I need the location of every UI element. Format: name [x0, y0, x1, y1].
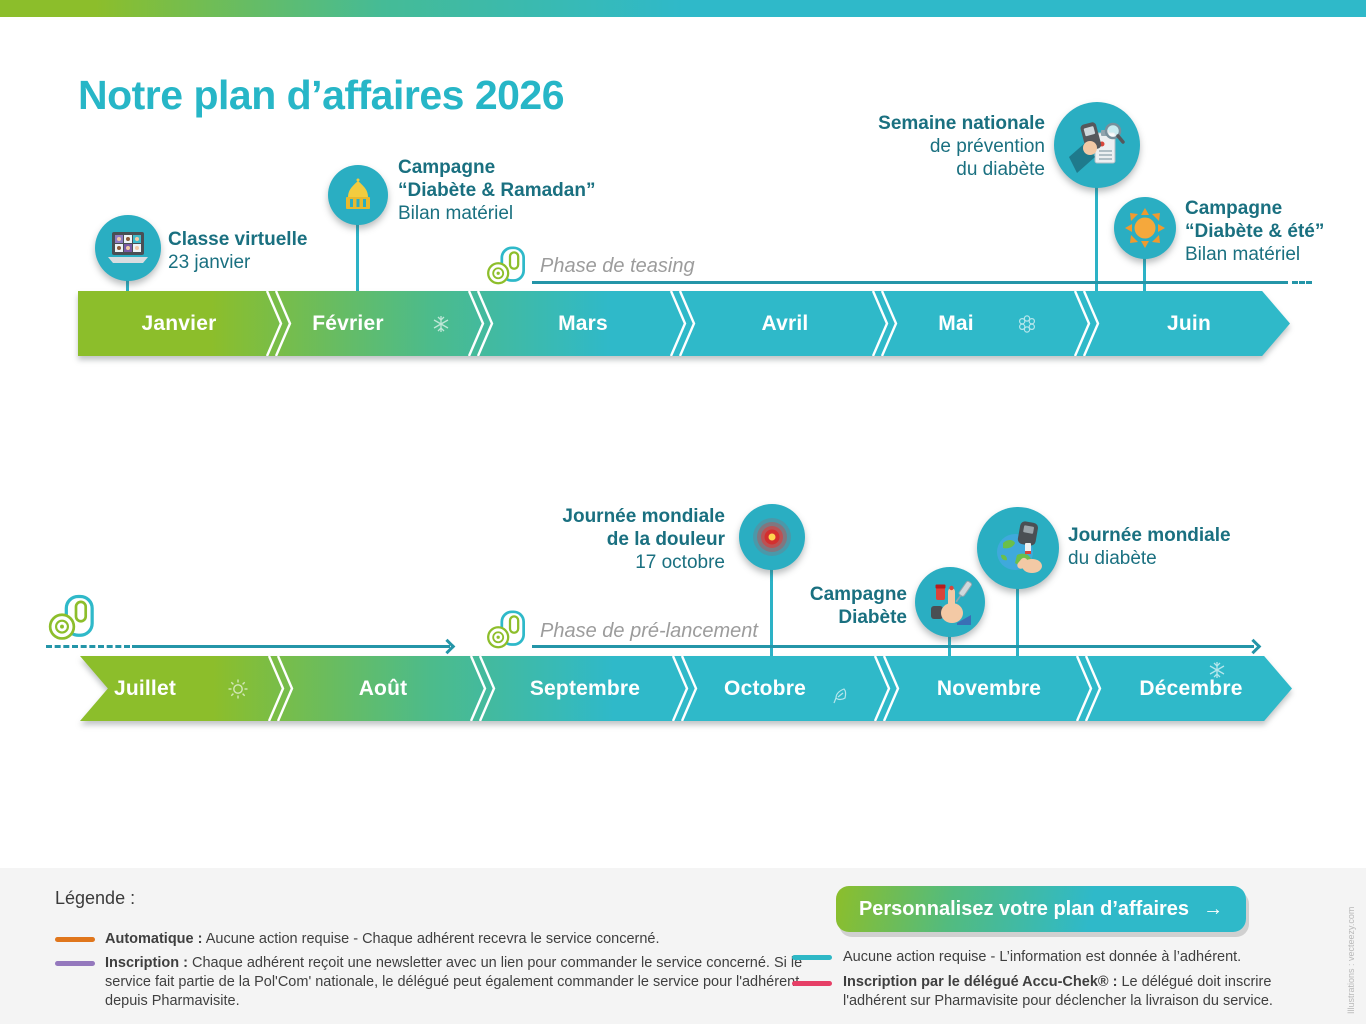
globe-glucose-meter-icon — [997, 521, 1042, 573]
douleur-label: Journée mondiale de la douleur 17 octobr… — [562, 506, 725, 573]
classe-virtuelle-label: Classe virtuelle 23 janvier — [168, 229, 308, 273]
douleur-bubble — [739, 504, 805, 570]
snowflake-icon — [1208, 661, 1226, 685]
chevron-separator — [469, 656, 496, 721]
jmd-bubble — [977, 507, 1059, 589]
mosque-icon — [346, 178, 370, 209]
legend-swatch-automatique — [55, 937, 95, 942]
month-juin: Juin — [1167, 311, 1211, 335]
chevron-separator — [1075, 656, 1102, 721]
prelaunch-arrow-dashed — [46, 645, 130, 648]
timeline-row1-bar: Janvier Février Mars Avril Mai Juin — [78, 291, 1290, 356]
legend-item-automatique: Automatique : Aucune action requise - Ch… — [105, 931, 660, 947]
legend-item-info: Aucune action requise - L’information es… — [843, 949, 1242, 965]
timeline-row2-bar: Juillet Août Septembre Octobre Novembre … — [80, 656, 1292, 721]
month-fevrier: Février — [280, 291, 482, 356]
illustration-credit: Illustrations : vecteezy.com — [1346, 906, 1356, 1014]
ete-bubble — [1114, 197, 1176, 259]
ramadan-bubble — [328, 165, 388, 225]
snowflake-icon — [432, 315, 450, 333]
stem-ramadan — [356, 200, 359, 292]
classe-virtuelle-bubble — [95, 215, 161, 281]
sun-icon — [1125, 208, 1165, 248]
chevron-separator — [671, 656, 698, 721]
prelaunch-arrow-line1 — [132, 645, 450, 648]
header-gradient-bar — [0, 0, 1366, 17]
arrowhead — [439, 638, 456, 655]
month-decembre: Décembre — [1090, 656, 1292, 721]
stem-jmd — [1016, 560, 1019, 656]
personalize-plan-button[interactable]: Personnalisez votre plan d’affaires → — [836, 886, 1246, 932]
stem-semaine-nationale — [1095, 160, 1098, 292]
flower-icon — [1018, 314, 1036, 333]
phase-pin-icon — [487, 246, 525, 285]
prelaunch-arrow-line2 — [532, 645, 1254, 648]
legend-item-inscription: Inscription : Chaque adhérent reçoit une… — [105, 955, 803, 1009]
sun-outline-icon — [228, 679, 248, 699]
screening-check-icon — [1069, 122, 1125, 173]
chevron-separator — [265, 291, 292, 356]
month-septembre: Septembre — [529, 676, 641, 700]
chevron-separator — [873, 656, 900, 721]
chevron-separator — [871, 291, 898, 356]
month-janvier: Janvier — [141, 311, 217, 335]
legend-item-delegue: Inscription par le délégué Accu-Chek® : … — [843, 974, 1273, 1009]
ete-label: Campagne “Diabète & été” Bilan matériel — [1185, 198, 1325, 265]
campagne-diabete-label: Campagne Diabète — [809, 584, 907, 628]
phase-pin-icon — [48, 594, 94, 640]
chevron-separator — [669, 291, 696, 356]
ramadan-label: Campagne “Diabète & Ramadan” Bilan matér… — [398, 157, 596, 224]
month-octobre: Octobre — [686, 656, 888, 721]
chevron-separator — [1073, 291, 1100, 356]
chevron-separator — [267, 656, 294, 721]
cta-arrow-icon: → — [1203, 897, 1224, 920]
phase-teasing-label: Phase de teasing — [540, 255, 695, 277]
phase-prelaunch-label: Phase de pré-lancement — [540, 620, 758, 642]
legend-title: Légende : — [55, 888, 136, 908]
semaine-nationale-bubble — [1054, 102, 1140, 188]
legend-swatch-inscription — [55, 961, 95, 966]
legend-swatch-delegue — [792, 981, 832, 986]
phase-pin-icon — [487, 610, 525, 649]
jmd-label: Journée mondiale du diabète — [1068, 525, 1231, 569]
semaine-nationale-label: Semaine nationale de prévention du diabè… — [878, 113, 1045, 180]
month-avril: Avril — [761, 311, 809, 335]
campagne-diabete-bubble — [915, 567, 985, 637]
finger-blood-test-icon — [931, 580, 973, 625]
month-novembre: Novembre — [936, 676, 1042, 700]
leaf-icon — [832, 687, 850, 705]
arrowhead — [1245, 638, 1262, 655]
chevron-separator — [467, 291, 494, 356]
month-aout: Août — [358, 676, 408, 700]
month-mai: Mai — [886, 291, 1088, 356]
month-juillet: Juillet — [80, 656, 282, 721]
virtual-class-icon — [108, 232, 148, 263]
month-mars: Mars — [558, 311, 608, 335]
phase-teasing-line-dashes — [1292, 281, 1312, 284]
phase-teasing-line — [532, 281, 1288, 284]
legend-swatch-info — [792, 955, 832, 960]
stem-ete — [1143, 235, 1146, 292]
page-title: Notre plan d’affaires 2026 — [78, 72, 565, 118]
pain-target-icon — [753, 518, 791, 556]
stem-douleur — [770, 545, 773, 656]
